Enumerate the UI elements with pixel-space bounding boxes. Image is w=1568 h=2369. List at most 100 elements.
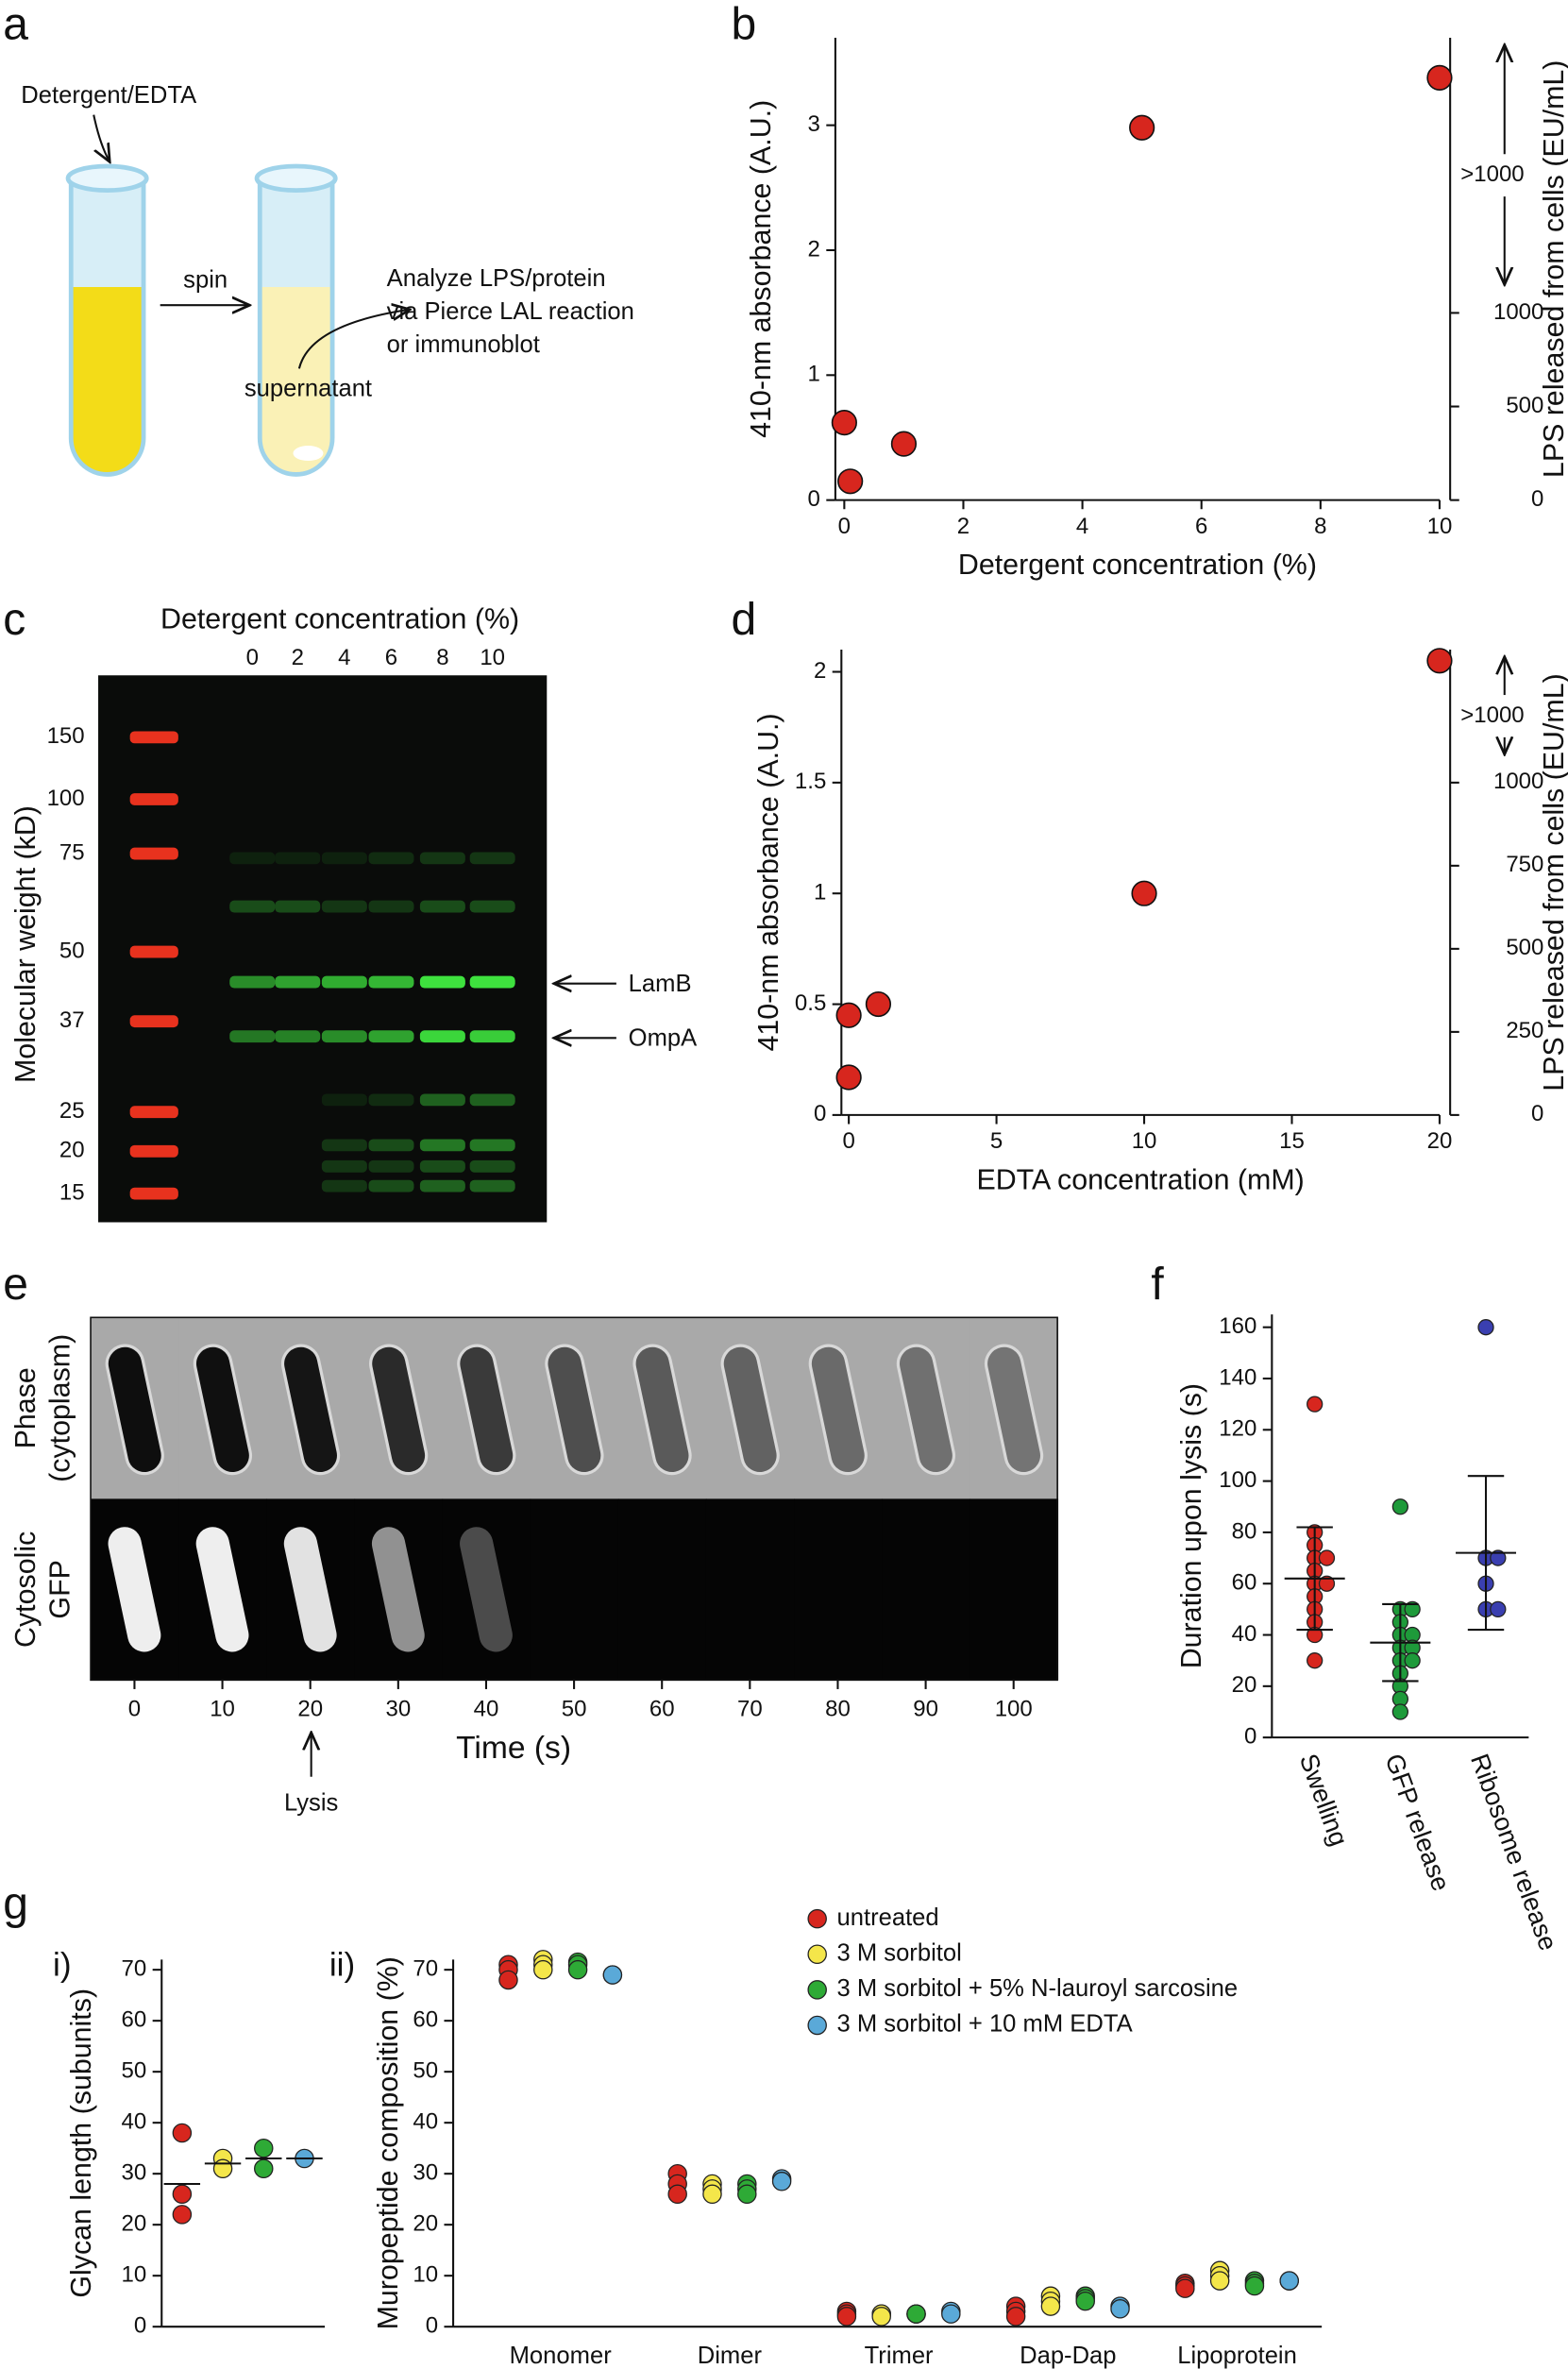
y-tick-label: 0.5: [795, 990, 826, 1016]
point: [771, 2172, 792, 2191]
point: [941, 2304, 961, 2324]
tube-top: [71, 181, 144, 288]
gel-band: [368, 1139, 414, 1152]
ladder-band: [129, 945, 178, 958]
x-tick-label: 15: [1279, 1128, 1305, 1154]
legend-label: 3 M sorbitol + 5% N-lauroyl sarcosine: [837, 1975, 1239, 2002]
point: [1391, 1703, 1408, 1720]
point: [172, 2205, 193, 2225]
annotation: >1000: [1460, 702, 1524, 728]
gel-band: [419, 1093, 465, 1107]
y-tick-label: 120: [1219, 1416, 1256, 1442]
marker-label: 37: [59, 1007, 85, 1033]
x-tick-label: Ribosome release: [1465, 1750, 1563, 1954]
lane-label: 0: [246, 645, 259, 670]
gel-band: [321, 975, 367, 989]
tube-cap: [254, 163, 338, 194]
gel-band: [368, 1093, 414, 1107]
point: [906, 2304, 926, 2324]
x-axis-label: EDTA concentration (mM): [976, 1163, 1304, 1195]
point: [702, 2184, 722, 2205]
x-tick-label: 4: [1076, 514, 1088, 539]
y-axis-label: 410-nm absorbance (A.U.): [752, 713, 784, 1051]
gel-band: [469, 975, 515, 989]
point: [498, 1970, 518, 1990]
tube: [257, 178, 335, 477]
gfp-cell: [371, 1527, 425, 1652]
point: [835, 1064, 862, 1091]
gel-band: [275, 975, 321, 989]
y-tick-label: 0: [808, 486, 820, 512]
point: [533, 1959, 553, 1980]
gel-band: [275, 1030, 321, 1043]
y-tick-label: 30: [122, 2160, 147, 2186]
x-tick-label: 10: [210, 1697, 235, 1722]
point: [1131, 880, 1157, 906]
x-tick-label: 50: [562, 1697, 587, 1722]
legend-label: untreated: [837, 1904, 939, 1931]
ladder-band: [129, 793, 178, 805]
x-tick-label: Dap-Dap: [1020, 2343, 1116, 2369]
y-tick-label: 60: [413, 2007, 438, 2033]
point: [837, 468, 864, 495]
point: [567, 1959, 588, 1980]
band-label: LamB: [629, 971, 692, 997]
timelapse-border: [90, 1316, 1058, 1682]
y-tick-label: 1: [814, 880, 826, 905]
legend-swatch: [807, 1908, 827, 1929]
phase-cell: [808, 1344, 868, 1476]
phase-cell: [280, 1344, 341, 1476]
phase-cell: [632, 1344, 692, 1476]
gel-band: [321, 1139, 367, 1152]
point: [172, 2184, 193, 2205]
y-tick-label: 1: [808, 362, 820, 387]
y2-tick-label: 0: [1531, 1101, 1543, 1126]
y2-tick-label: 750: [1506, 852, 1543, 877]
point: [1129, 114, 1155, 141]
gel-band: [321, 900, 367, 913]
phase-cell: [896, 1344, 956, 1476]
legend-swatch: [807, 1980, 827, 2000]
y-tick-label: 2: [808, 236, 820, 262]
point: [1318, 1549, 1336, 1566]
y-tick-label: 40: [122, 2109, 147, 2135]
x-tick-label: 8: [1314, 514, 1326, 539]
lane-label: 6: [385, 645, 397, 670]
error-bar: [1467, 1475, 1505, 1632]
gel-band: [321, 1030, 367, 1043]
x-tick-label: 6: [1195, 514, 1207, 539]
y-tick-label: 10: [413, 2262, 438, 2288]
ladder-band: [129, 731, 178, 744]
phase-cell: [105, 1344, 164, 1476]
x-axis-label: Time (s): [456, 1731, 571, 1766]
y-tick-label: 0: [426, 2313, 438, 2339]
tube-liquid: [71, 287, 144, 475]
y-tick-label: 70: [122, 1956, 147, 1982]
gel-band: [419, 975, 465, 989]
step-label: spin: [183, 266, 228, 293]
x-tick-label: Lipoprotein: [1177, 2343, 1297, 2369]
gfp-cell: [283, 1527, 337, 1652]
marker-label: 100: [47, 786, 85, 811]
lane-label: 10: [480, 645, 505, 670]
row-label: GFP: [44, 1560, 76, 1618]
y-tick-label: 1.5: [795, 769, 826, 794]
x-tick-label: 60: [649, 1697, 675, 1722]
y-axis-label: Glycan length (subunits): [65, 1988, 97, 2298]
gfp-frame: [882, 1498, 970, 1681]
point: [1404, 1652, 1421, 1669]
y-tick-label: 3: [808, 111, 820, 137]
ladder-band: [129, 1015, 178, 1028]
point: [831, 409, 857, 436]
y-tick-label: 30: [413, 2160, 438, 2186]
marker-label: 15: [59, 1179, 85, 1205]
y2-axis-label: LPS released from cells (EU/mL): [1538, 60, 1568, 478]
y2-tick-label: 500: [1506, 393, 1543, 418]
x-tick-label: 20: [1427, 1128, 1453, 1154]
y-tick-label: 60: [1232, 1570, 1257, 1596]
y-axis-label: 410-nm absorbance (A.U.): [745, 100, 777, 438]
legend-label: 3 M sorbitol + 10 mM EDTA: [837, 2011, 1134, 2038]
x-tick-label: Trimer: [865, 2343, 934, 2369]
gel-band: [419, 1030, 465, 1043]
panel-label: d: [731, 595, 756, 645]
